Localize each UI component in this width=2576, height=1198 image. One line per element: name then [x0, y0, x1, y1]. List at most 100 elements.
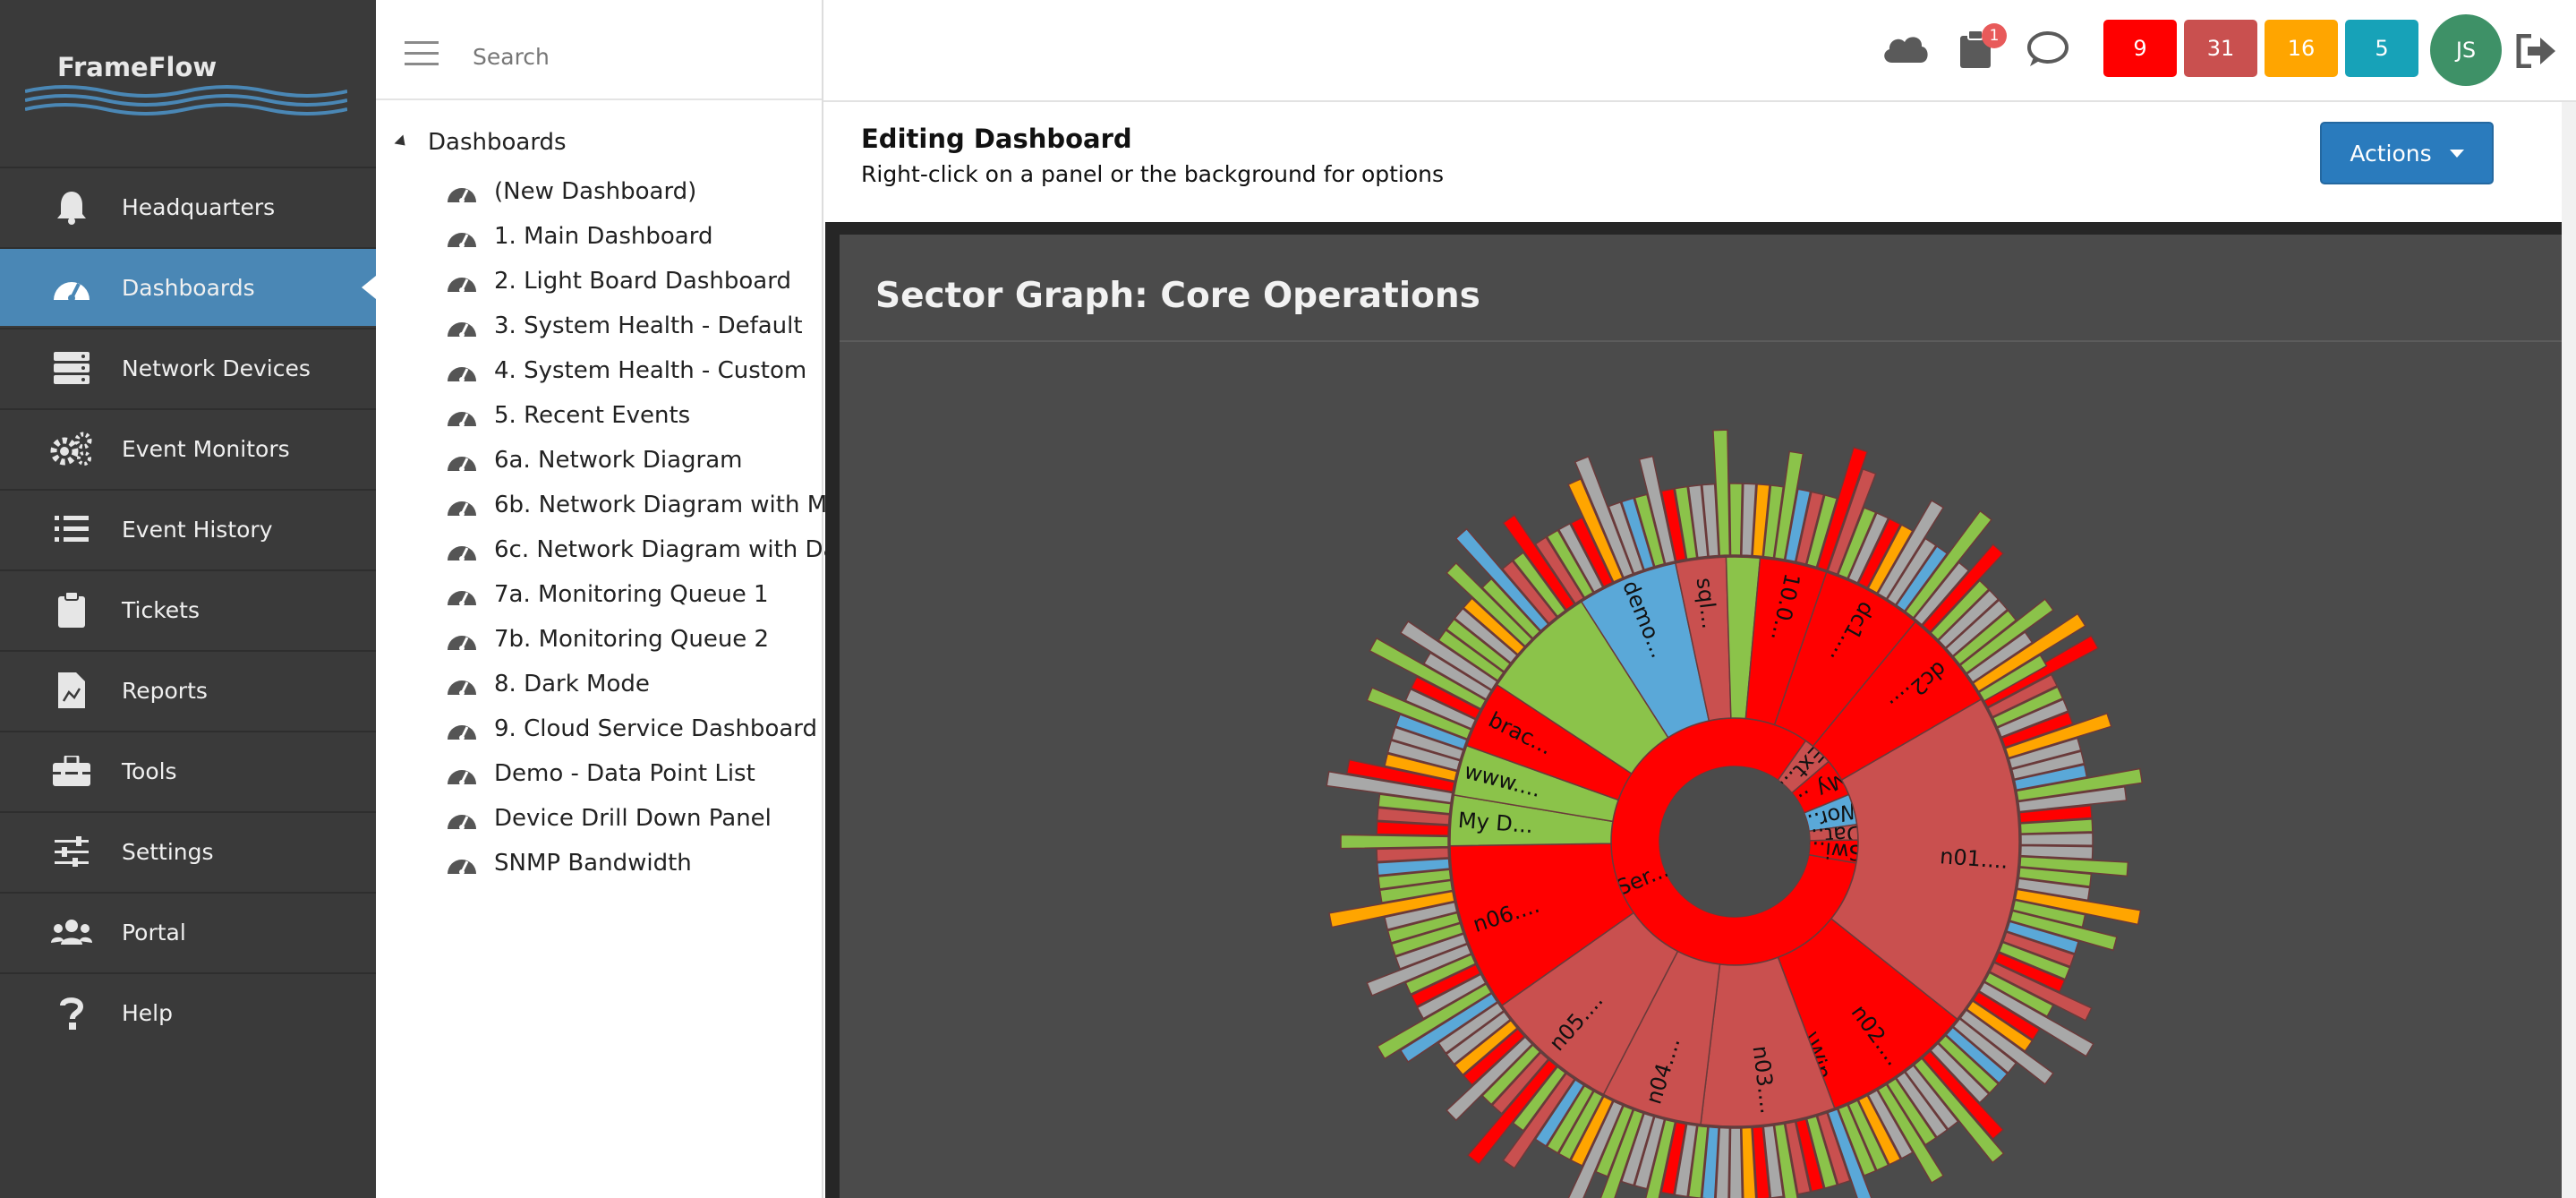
- outer-status-segment[interactable]: [1386, 911, 1461, 944]
- dashboard-list-item[interactable]: 7b. Monitoring Queue 2: [446, 621, 769, 657]
- dashboard-list-item[interactable]: (New Dashboard): [446, 174, 696, 210]
- outer-status-segment[interactable]: [1993, 952, 2066, 993]
- critical-count-badge[interactable]: 9: [2103, 20, 2177, 77]
- dashboard-list-item[interactable]: SNMP Bandwidth: [446, 845, 692, 881]
- outer-status-segment[interactable]: [1326, 770, 1454, 804]
- logout-icon[interactable]: [2515, 33, 2556, 72]
- outer-status-segment[interactable]: [1687, 483, 1709, 559]
- outer-status-segment[interactable]: [2017, 785, 2128, 813]
- outer-status-segment[interactable]: [1633, 1116, 1666, 1190]
- outer-status-segment[interactable]: [1546, 529, 1594, 599]
- outer-status-segment[interactable]: [1410, 675, 1481, 720]
- outer-status-segment[interactable]: [1795, 1118, 1825, 1193]
- outer-status-segment[interactable]: [1773, 450, 1804, 560]
- outer-status-segment[interactable]: [1989, 962, 2093, 1022]
- outer-status-segment[interactable]: [1904, 509, 1993, 619]
- sidebar-item-network-devices[interactable]: Network Devices: [0, 328, 376, 406]
- outer-status-segment[interactable]: [1466, 1058, 1558, 1166]
- outer-status-segment[interactable]: [2013, 764, 2088, 792]
- outer-status-segment[interactable]: [1660, 487, 1687, 562]
- outer-status-segment[interactable]: [1345, 758, 1455, 793]
- tree-root-dashboards[interactable]: Dashboards: [394, 129, 567, 156]
- outer-status-segment[interactable]: [1399, 620, 1498, 691]
- middle-sector[interactable]: [1812, 620, 1983, 782]
- outer-status-segment[interactable]: [1945, 599, 2009, 657]
- outer-status-segment[interactable]: [1376, 846, 1450, 863]
- sidebar-item-tools[interactable]: Tools: [0, 731, 376, 809]
- outer-status-segment[interactable]: [2010, 750, 2086, 781]
- outer-status-segment[interactable]: [1876, 499, 1945, 600]
- outer-status-segment[interactable]: [1590, 1108, 1644, 1198]
- outer-status-segment[interactable]: [1386, 740, 1461, 772]
- outer-status-segment[interactable]: [1512, 552, 1567, 618]
- outer-status-segment[interactable]: [1595, 1105, 1634, 1177]
- outer-status-segment[interactable]: [1913, 1057, 2005, 1164]
- outer-status-segment[interactable]: [1816, 1111, 1851, 1185]
- outer-status-segment[interactable]: [1886, 537, 1937, 606]
- outer-status-segment[interactable]: [1454, 527, 1549, 632]
- outer-status-segment[interactable]: [1837, 507, 1877, 579]
- outer-status-segment[interactable]: [1702, 1125, 1719, 1198]
- outer-status-segment[interactable]: [2009, 910, 2118, 952]
- outer-status-segment[interactable]: [1937, 1034, 2000, 1094]
- outer-status-segment[interactable]: [1930, 579, 1990, 641]
- outer-status-segment[interactable]: [1328, 890, 1455, 928]
- outer-status-segment[interactable]: [1574, 456, 1634, 578]
- dashboard-list-item[interactable]: Device Drill Down Panel: [446, 800, 772, 836]
- outer-status-segment[interactable]: [1674, 1123, 1698, 1198]
- outer-status-segment[interactable]: [1827, 468, 1877, 576]
- outer-status-segment[interactable]: [1446, 561, 1533, 647]
- sidebar-item-event-monitors[interactable]: Event Monitors: [0, 408, 376, 487]
- outer-status-segment[interactable]: [2016, 877, 2091, 902]
- outer-status-segment[interactable]: [2019, 818, 2094, 834]
- outer-status-segment[interactable]: [1895, 1071, 1949, 1139]
- outer-status-segment[interactable]: [1741, 1126, 1757, 1198]
- error-count-badge[interactable]: 31: [2184, 20, 2257, 77]
- outer-status-segment[interactable]: [1404, 688, 1477, 730]
- outer-status-segment[interactable]: [1795, 491, 1825, 565]
- outer-status-segment[interactable]: [2019, 844, 2094, 860]
- hamburger-menu-icon[interactable]: [405, 41, 440, 70]
- sector-graph[interactable]: \Ser...\Ext...\My ...\Wor...\Dat...\Swi.…: [840, 235, 2562, 1198]
- outer-status-segment[interactable]: [1437, 1001, 1505, 1055]
- outer-status-segment[interactable]: [1454, 607, 1519, 664]
- middle-sector[interactable]: [1830, 697, 2020, 1021]
- outer-status-segment[interactable]: [1827, 1108, 1882, 1198]
- sidebar-item-dashboards[interactable]: Dashboards: [0, 247, 376, 326]
- outer-status-segment[interactable]: [1376, 807, 1451, 826]
- outer-status-segment[interactable]: [1805, 494, 1838, 569]
- outer-status-segment[interactable]: [1895, 544, 1949, 612]
- outer-status-segment[interactable]: [1712, 429, 1731, 557]
- outer-status-segment[interactable]: [1384, 752, 1458, 783]
- info-count-badge[interactable]: 5: [2345, 20, 2418, 77]
- outer-status-segment[interactable]: [2008, 737, 2082, 770]
- outer-status-segment[interactable]: [1463, 597, 1526, 655]
- outer-status-segment[interactable]: [1921, 1049, 2005, 1141]
- dashboard-list-item[interactable]: 8. Dark Mode: [446, 666, 650, 702]
- outer-status-segment[interactable]: [1481, 1044, 1541, 1106]
- outer-status-segment[interactable]: [1816, 446, 1869, 572]
- outer-status-segment[interactable]: [1886, 1077, 1937, 1146]
- dashboard-list-item[interactable]: 6c. Network Diagram with Data: [446, 532, 861, 568]
- outer-status-segment[interactable]: [1633, 493, 1666, 568]
- outer-status-segment[interactable]: [1921, 543, 2005, 634]
- chat-bubble-icon[interactable]: [2026, 30, 2069, 72]
- outer-status-segment[interactable]: [1640, 1118, 1676, 1198]
- dashboard-list-item[interactable]: 2. Light Board Dashboard: [446, 263, 791, 299]
- outer-status-segment[interactable]: [2006, 920, 2080, 954]
- outer-status-segment[interactable]: [1608, 501, 1644, 575]
- outer-status-segment[interactable]: [1752, 483, 1770, 558]
- outer-status-segment[interactable]: [1570, 1095, 1614, 1167]
- dashboard-list-item[interactable]: 4. System Health - Custom: [446, 353, 806, 389]
- outer-status-segment[interactable]: [1366, 687, 1472, 740]
- outer-status-segment[interactable]: [1867, 1089, 1914, 1159]
- outer-status-segment[interactable]: [1996, 698, 2069, 739]
- outer-status-segment[interactable]: [1978, 981, 2094, 1057]
- dashboard-list-item[interactable]: 9. Cloud Service Dashboard: [446, 711, 817, 747]
- outer-status-segment[interactable]: [1491, 1051, 1549, 1115]
- sidebar-item-portal[interactable]: Portal: [0, 892, 376, 971]
- outer-status-segment[interactable]: [1422, 652, 1493, 700]
- dashboard-list-item[interactable]: 3. System Health - Default: [446, 308, 803, 344]
- outer-status-segment[interactable]: [1557, 1090, 1604, 1161]
- dashboard-list-item[interactable]: 6b. Network Diagram with Map: [446, 487, 857, 523]
